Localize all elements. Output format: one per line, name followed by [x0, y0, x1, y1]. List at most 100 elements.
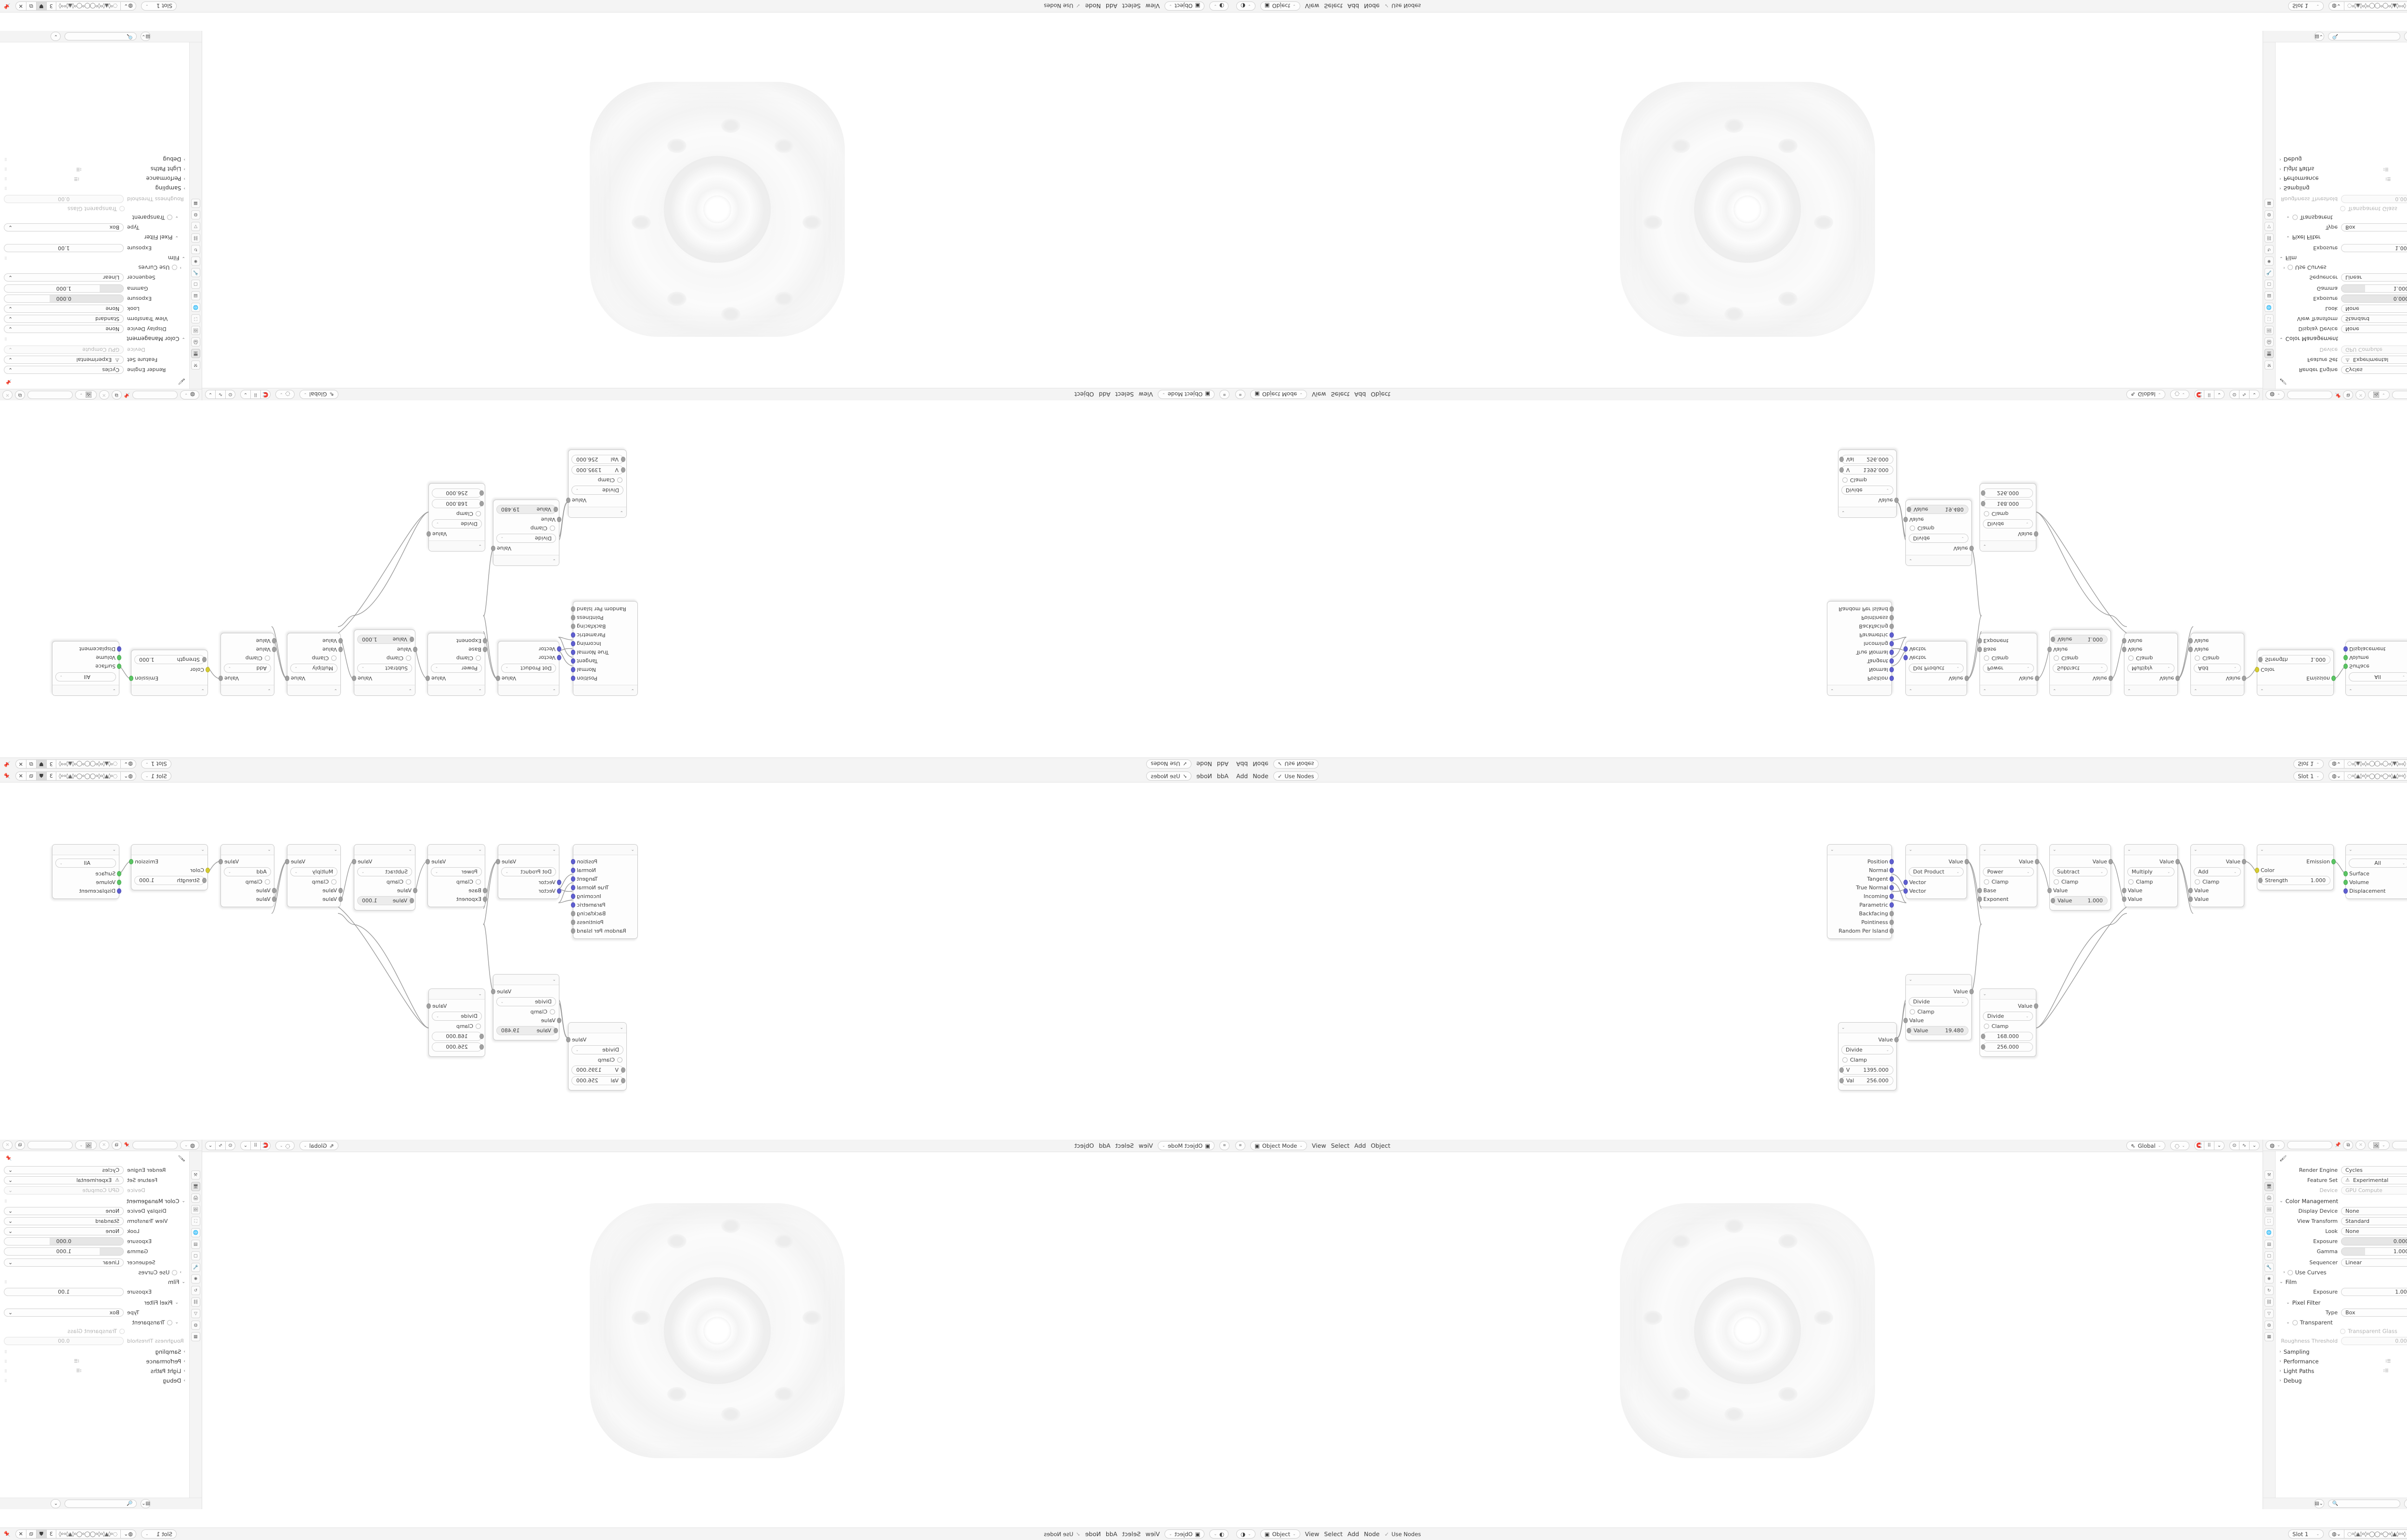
image-unlink-icon[interactable]: ✕ [2, 1141, 13, 1150]
node-input-socket[interactable]: Value [2047, 645, 2110, 654]
menu-add[interactable]: Add [1236, 772, 1248, 780]
chevron-down-icon[interactable]: ⌄ [201, 688, 205, 693]
node-operation-select[interactable]: Dot Product ⌄ [501, 664, 556, 673]
node-input-socket[interactable]: Value [2188, 645, 2244, 654]
properties-tab-scene[interactable]: ⛶ [2265, 314, 2274, 323]
chevron-down-icon[interactable]: ⌄ [1841, 510, 1845, 515]
node-output-socket[interactable]: Value [426, 857, 485, 866]
node-output-socket[interactable]: Position [571, 674, 637, 683]
node-input-socket[interactable]: Exponent [428, 637, 487, 645]
node-emission[interactable]: ⌄ Emission Color Strength 1.000 [129, 844, 210, 890]
mode-selector[interactable]: ▣ Object Mode ⌄ [1157, 1141, 1215, 1150]
checkbox[interactable] [476, 1024, 481, 1029]
unlink-icon[interactable]: ✕ [2355, 390, 2366, 399]
menu-add[interactable]: Add [1216, 772, 1229, 780]
node-output-socket[interactable]: Value [1980, 857, 2039, 866]
socket-dot[interactable] [285, 859, 289, 864]
chevron-down-icon[interactable]: ⌄ [240, 1141, 250, 1150]
section-film[interactable]: ⌄ Film ⠿ [2279, 255, 2297, 261]
viewport-menu-view[interactable]: View [1312, 391, 1326, 398]
node-header[interactable]: ⌄ [2346, 845, 2407, 855]
editor-type-icon[interactable]: ⌗ [1219, 390, 1229, 399]
chevron-down-icon[interactable]: ⌄ [2053, 688, 2057, 693]
viewport-menu-view[interactable]: View [1312, 1142, 1326, 1149]
chevron-down-icon[interactable]: ⌄ [552, 977, 556, 982]
node-output-socket[interactable]: Value [2050, 857, 2113, 866]
chevron-down-icon[interactable]: ⌄ [1983, 991, 1987, 997]
socket-dot[interactable] [571, 632, 575, 638]
shader-type-selector[interactable]: ▣ Object ⌄ [1165, 1529, 1205, 1539]
properties-tab-modifiers[interactable]: 🔧 [191, 268, 200, 277]
node-output-socket[interactable]: Tangent [1827, 874, 1894, 883]
checkbox[interactable] [2195, 655, 2200, 661]
socket-dot[interactable] [202, 657, 207, 662]
chevron-down-icon[interactable]: ⌄ [478, 688, 482, 693]
node-output-socket[interactable]: Incoming [571, 640, 637, 648]
display-device-select[interactable]: None ⌄ [4, 325, 124, 333]
chevron-down-icon[interactable]: ⌄ [620, 510, 623, 515]
node-input-socket[interactable]: Value [1903, 1016, 1971, 1025]
socket-dot[interactable] [410, 898, 414, 903]
properties-tab-physics[interactable]: ↻ [191, 245, 200, 254]
unlink-icon[interactable]: ✕ [99, 1141, 109, 1150]
node-math-power[interactable]: ⌄ Value Power ⌄ Clamp Base Exponent [426, 633, 487, 696]
sequencer-select[interactable]: Linear ⌄ [2341, 273, 2407, 282]
node-header[interactable]: ⌄ [493, 975, 559, 985]
node-clamp-toggle[interactable]: Clamp [2124, 878, 2177, 886]
node-input-socket[interactable]: Color [131, 666, 210, 674]
node-header[interactable]: ⌄ [1980, 540, 2036, 551]
socket-dot[interactable] [2034, 1003, 2038, 1009]
properties-tab-collection[interactable]: ▤ [191, 291, 200, 300]
properties-tab-collection[interactable]: ▤ [2265, 1240, 2274, 1249]
preset-list-icon[interactable]: ⁞☰ [2383, 167, 2389, 171]
node-output-socket[interactable]: Value [491, 987, 559, 996]
node-geometry[interactable]: ⌄ Position Normal Tangent True Normal Incomin… [571, 601, 638, 696]
slot-selector[interactable]: Slot 1 ⌄ [2293, 771, 2324, 781]
section-sampling[interactable]: ›Sampling⠿ [4, 1348, 185, 1355]
properties-tab-render[interactable]: 🖥 [2265, 1182, 2274, 1191]
socket-dot[interactable] [571, 902, 575, 908]
checkbox[interactable] [2292, 1320, 2298, 1325]
socket-dot[interactable] [410, 637, 414, 642]
preset-list-icon[interactable]: ⁞☰ [76, 1369, 82, 1373]
menu-node[interactable]: Node [1085, 2, 1101, 10]
snap-grid-icon[interactable]: ⠿ [2204, 1141, 2214, 1150]
node-output-socket[interactable]: True Normal [571, 883, 637, 892]
checkbox[interactable] [2195, 879, 2200, 885]
proportional-edit-toggle[interactable]: ◌ ⌄ [2170, 390, 2189, 399]
socket-dot[interactable] [2122, 638, 2126, 644]
view-transform-select[interactable]: Standard ⌄ [4, 315, 124, 323]
node-clamp-toggle[interactable]: Clamp [1980, 510, 2036, 518]
node-math-add[interactable]: ⌄ Value Add ⌄ Clamp Value Value [219, 844, 276, 907]
node-input-socket[interactable]: Value [2188, 637, 2244, 645]
shader-node-canvas[interactable]: ⌄ Position Normal Tangent True Normal Incomin… [0, 783, 1232, 1140]
look-select[interactable]: None ⌄ [4, 305, 124, 313]
node-output-socket[interactable]: Normal [571, 666, 637, 674]
checkbox[interactable] [1984, 879, 1989, 885]
node-value-field[interactable]: Val 256.000 [1839, 1076, 1893, 1085]
pivot-point-icon[interactable]: ⊙ [225, 1141, 235, 1150]
chevron-down-icon[interactable]: ⌄ [240, 390, 250, 399]
node-output-socket[interactable]: Value [496, 674, 559, 683]
node-header[interactable]: ⌄ [2257, 845, 2333, 855]
socket-dot[interactable] [2051, 898, 2055, 903]
fake-user-shield-icon[interactable]: ⛊ [36, 1529, 47, 1539]
socket-dot[interactable] [496, 859, 500, 864]
node-operation-select[interactable]: Divide ⌄ [1983, 1012, 2033, 1021]
properties-tab-tool[interactable]: ⚒ [191, 360, 200, 370]
section-light-paths[interactable]: ›Light Paths⁞☰⠿ [4, 166, 185, 172]
chevron-down-icon[interactable]: ⌄ [1841, 1025, 1845, 1030]
chevron-down-icon[interactable]: ⌄ [1909, 977, 1913, 982]
node-clamp-toggle[interactable]: Clamp [1838, 1056, 1896, 1064]
socket-dot[interactable] [1839, 1078, 1844, 1083]
node-math-power[interactable]: ⌄ Value Power ⌄ Clamp Base Exponent [1978, 844, 2039, 907]
node-operation-select[interactable]: Divide ⌄ [1909, 997, 1968, 1006]
pivot-point-icon[interactable]: ⊙ [225, 390, 235, 399]
viewport-menu-add[interactable]: Add [1099, 391, 1111, 398]
node-operation-select[interactable]: Divide ⌄ [1909, 534, 1968, 543]
node-input-socket[interactable]: Displacement [2343, 645, 2407, 654]
chevron-down-icon[interactable]: ⌄ [1909, 847, 1913, 852]
node-output-socket[interactable]: Backfacing [1827, 909, 1894, 918]
viewport-menu-select[interactable]: Select [1115, 1142, 1134, 1149]
node-operation-select[interactable]: Divide ⌄ [496, 534, 556, 543]
